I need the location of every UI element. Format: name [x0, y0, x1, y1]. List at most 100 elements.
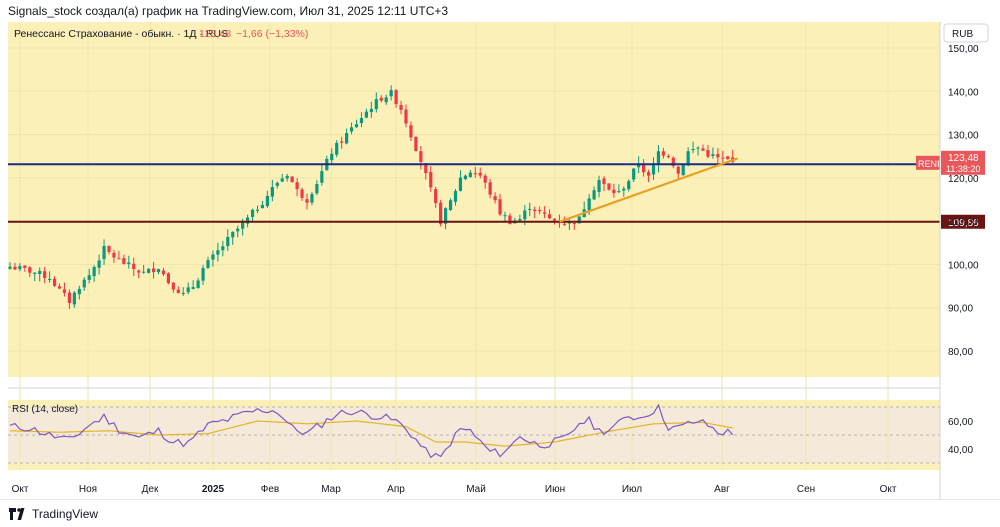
candle-body [33, 272, 37, 274]
candle-body [587, 198, 591, 211]
candle-body [661, 151, 665, 156]
currency-badge[interactable] [943, 23, 989, 43]
candle-body [107, 245, 111, 252]
candle-body [448, 200, 453, 210]
candle-body [23, 265, 27, 268]
candle-body [458, 177, 463, 191]
candle-body [221, 246, 225, 251]
level-price-label: 109,86 [948, 218, 979, 229]
candle-body [349, 127, 354, 132]
candle-body [151, 268, 156, 273]
time-tick-label: Ноя [79, 484, 97, 495]
candle-body [310, 194, 314, 203]
chart-attribution: Signals_stock создал(а) график на Tradin… [8, 4, 449, 18]
candle-body [439, 202, 443, 225]
last-price-label: 123,48 [948, 153, 979, 164]
candle-body [171, 282, 175, 290]
candle-body [369, 108, 373, 113]
time-tick-label: 2025 [202, 484, 225, 495]
candle-body [508, 215, 512, 225]
candle-body [300, 189, 304, 198]
tradingview-logo-icon [9, 507, 25, 520]
legend-last: 123,48 [199, 28, 231, 40]
candle-body [721, 157, 725, 159]
rsi-ma-line [9, 420, 733, 447]
candle-body [156, 269, 161, 273]
candle-body [345, 133, 349, 144]
candle-body [379, 97, 383, 101]
candle-body [637, 163, 641, 168]
candle-body [241, 222, 245, 229]
candle-body [142, 271, 146, 273]
candle-body [364, 111, 368, 118]
rsi-tick-label: 40,00 [948, 445, 973, 456]
symbol-tag-label: RENI [918, 159, 940, 169]
symbol-tag [916, 155, 940, 170]
candle-body [676, 166, 680, 174]
candle-body [617, 191, 621, 193]
footer: TradingView [0, 500, 1000, 527]
legend-change: −1,66 (−1,33%) [236, 28, 308, 40]
time-tick-label: Фев [261, 484, 279, 495]
price-tick-label: 140,00 [948, 87, 979, 98]
candle-body [538, 209, 542, 212]
candle-body [528, 208, 532, 210]
candle-body [275, 182, 279, 186]
price-tick-label: 150,00 [948, 44, 979, 55]
candle-body [82, 279, 86, 288]
candle-body [612, 189, 616, 194]
plot-area[interactable] [8, 22, 940, 377]
candle-body [340, 141, 344, 143]
candle-body [52, 278, 57, 286]
candle-body [547, 214, 552, 219]
level-price-tag [941, 214, 985, 229]
candle-body [656, 151, 661, 165]
time-tick-label: Окт [880, 484, 897, 495]
time-tick-label: Июн [545, 484, 565, 495]
candle-body [191, 287, 195, 289]
candle-body [686, 151, 690, 166]
candle-body [374, 99, 378, 110]
candle-body [627, 181, 631, 190]
candle-body [726, 156, 730, 160]
candle-body [478, 172, 482, 176]
candle-body [562, 223, 566, 225]
axes: 150,00 140,00 130,00 120,00 110,00 100,00 90,0… [0, 22, 1000, 500]
candle-body [577, 216, 581, 224]
candle-body [92, 267, 96, 277]
price-tick-label: 120,00 [948, 174, 979, 185]
candle-body [250, 209, 255, 217]
candle-body [671, 157, 675, 167]
candle-body [503, 215, 507, 217]
candle-body [176, 289, 180, 294]
time-tick-label: Май [466, 484, 486, 495]
candle-body [206, 260, 210, 268]
candle-body [67, 292, 71, 304]
trend-line [559, 157, 739, 223]
candle-body [399, 104, 403, 110]
candle-body [320, 171, 324, 183]
candle-body [523, 210, 527, 220]
candle-body [488, 182, 492, 195]
candle-body [38, 270, 42, 274]
candle-body [666, 156, 670, 158]
time-tick-label: Дек [142, 484, 159, 495]
candle-body [543, 212, 547, 214]
candle-body [122, 258, 126, 264]
candle-body [77, 288, 81, 295]
candle-body [137, 270, 141, 273]
candle-body [691, 148, 695, 151]
candle-body [13, 266, 17, 270]
time-tick-label: Сен [797, 484, 815, 495]
candle-body [424, 163, 428, 174]
candle-body [414, 136, 418, 151]
candle-body [389, 90, 393, 97]
time-tick-label: Апр [387, 484, 405, 495]
candle-body [295, 182, 299, 190]
candle-body [265, 195, 269, 207]
candle-body [335, 142, 339, 155]
candle-body [28, 267, 32, 273]
candle-body [18, 266, 22, 270]
